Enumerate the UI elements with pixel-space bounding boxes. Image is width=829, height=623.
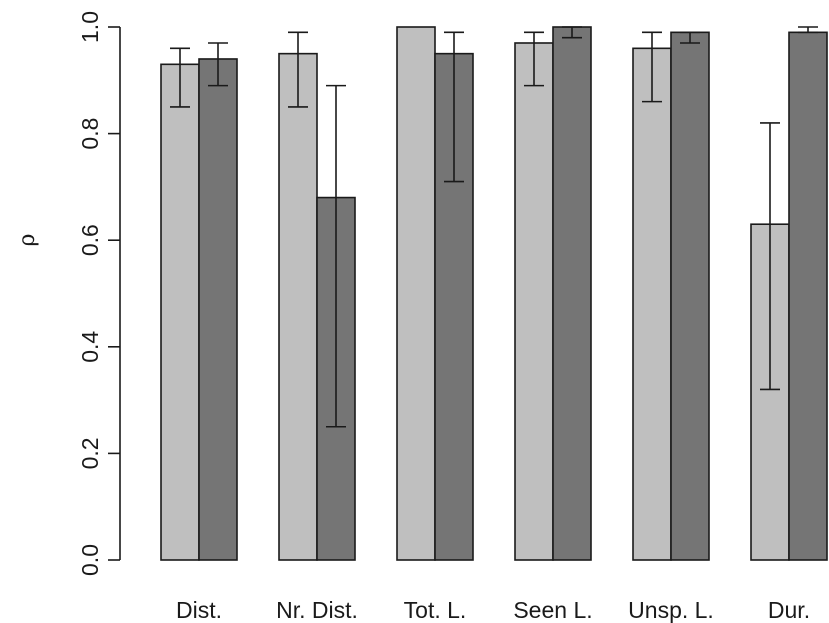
x-tick-labels: Dist. Nr. Dist. Tot. L. Seen L. Unsp. L. Dur.: [176, 597, 810, 623]
bar: [198, 58, 238, 561]
y-tick-label: 0.6: [77, 224, 103, 256]
bar: [788, 31, 828, 561]
bar: [552, 26, 592, 561]
bar: [396, 26, 436, 561]
x-tick-label: Seen L.: [513, 597, 592, 623]
y-axis: 0.0 0.2 0.4 0.6 0.8 1.0: [77, 11, 121, 576]
y-tick-label: 0.0: [77, 544, 103, 576]
x-tick-label: Dur.: [768, 597, 810, 623]
y-tick-label: 0.4: [77, 331, 103, 363]
bar: [160, 63, 200, 561]
bar: [632, 47, 672, 561]
bar: [278, 52, 318, 561]
x-tick-label: Unsp. L.: [628, 597, 714, 623]
y-tick-label: 1.0: [77, 11, 103, 43]
x-tick-label: Tot. L.: [404, 597, 467, 623]
y-tick-label: 0.8: [77, 118, 103, 150]
bar: [670, 31, 710, 561]
error-bars-layer: [170, 26, 818, 428]
y-axis-label: ρ: [15, 234, 40, 247]
x-tick-label: Dist.: [176, 597, 222, 623]
bars-layer: [160, 26, 828, 561]
x-tick-label: Nr. Dist.: [276, 597, 358, 623]
y-tick-label: 0.2: [77, 437, 103, 469]
bar: [514, 42, 554, 561]
